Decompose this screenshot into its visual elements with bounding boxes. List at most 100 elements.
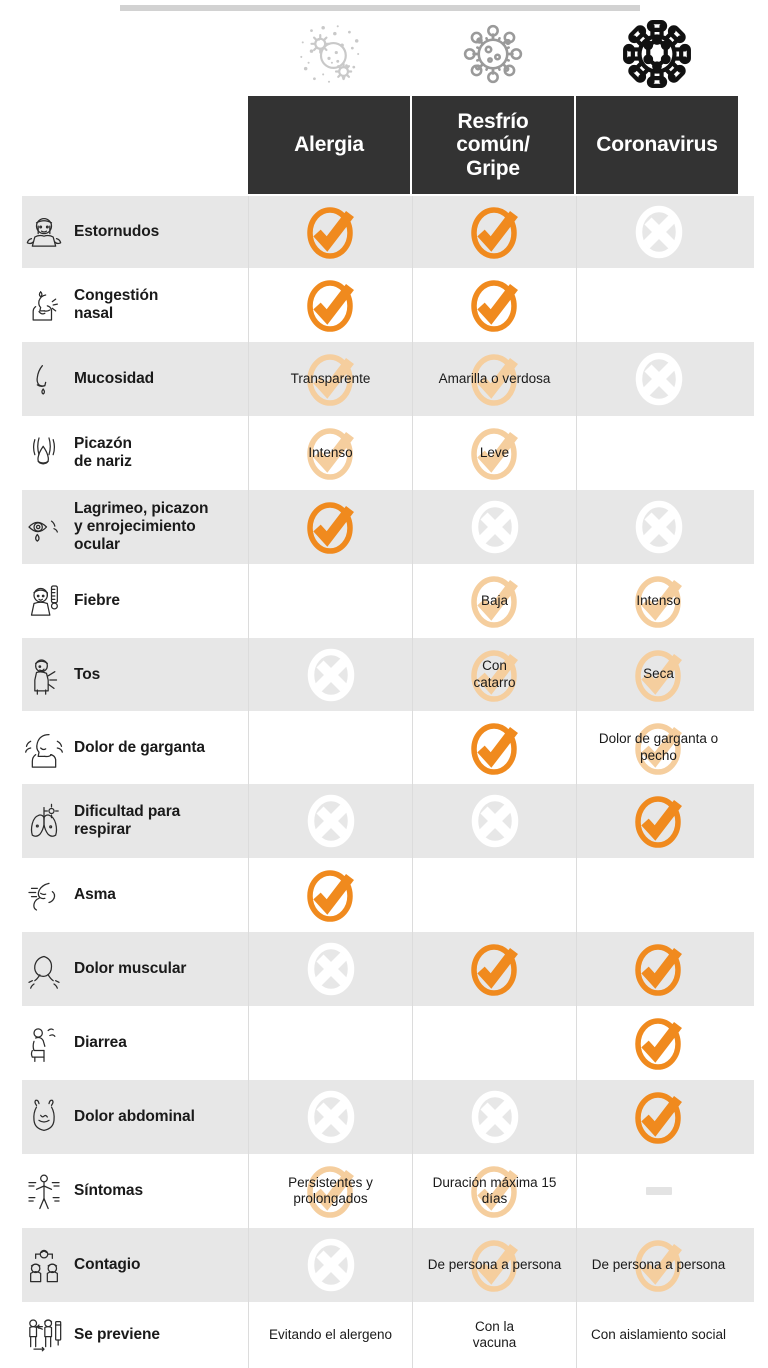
cell-resfrio: Amarilla o verdosa: [412, 342, 576, 416]
check-mark-icon: [627, 1087, 691, 1147]
cell-value-text: Persistentes y prolongados: [288, 1174, 373, 1206]
cross-mark-icon: [463, 1087, 527, 1147]
table-row: Congestión nasal: [0, 268, 768, 342]
row-label-cell: Picazón de nariz: [0, 416, 248, 490]
cell-coronavirus: [576, 858, 740, 932]
cell-coronavirus: [576, 932, 740, 1006]
row-label-text: Fiebre: [74, 592, 120, 610]
cell-coronavirus: Dolor de garganta o pecho: [576, 711, 740, 784]
cell-coronavirus: [576, 490, 740, 564]
header-label-coronavirus: Coronavirus: [576, 96, 738, 194]
cross-mark-icon: [463, 791, 527, 851]
cell-alergia: [248, 711, 412, 784]
empty-mark: Con la vacuna: [463, 1305, 527, 1365]
cell-alergia: [248, 784, 412, 858]
cell-value-text: Duración máxima 15 días: [432, 1174, 557, 1206]
table-row: Dificultad para respirar: [0, 784, 768, 858]
cell-resfrio: [412, 711, 576, 784]
row-label-cell: Asma: [0, 858, 248, 932]
check-mark-icon: Con catarro: [463, 645, 527, 705]
cell-value-text: Evitando el alergeno: [268, 1326, 393, 1342]
row-label-cell: Fiebre: [0, 564, 248, 638]
row-label-text: Picazón de nariz: [74, 435, 132, 470]
row-label-text: Dificultad para respirar: [74, 803, 181, 838]
cross-mark-icon: [627, 275, 691, 335]
prevention-vaccine-icon: [24, 1315, 64, 1355]
cell-resfrio: [412, 268, 576, 342]
row-background: [22, 342, 754, 416]
cross-mark-icon: [627, 202, 691, 262]
check-mark-icon: Intenso: [627, 571, 691, 631]
row-label-cell: Síntomas: [0, 1154, 248, 1228]
cell-resfrio: [412, 1080, 576, 1154]
cell-value-text: Con la vacuna: [472, 1318, 517, 1350]
cross-mark-icon: [463, 497, 527, 557]
contagion-people-icon: [24, 1245, 64, 1285]
check-mark-icon: Leve: [463, 423, 527, 483]
cross-mark-icon: [627, 865, 691, 925]
table-row: Contagio De persona a persona De persona a…: [0, 1228, 768, 1302]
header-label-text: Coronavirus: [596, 133, 718, 157]
cross-mark-icon: [463, 1013, 527, 1073]
table-row: Se previene Evitando el alergeno Con la va…: [0, 1302, 768, 1368]
table-row: Tos Con catarro Seca: [0, 638, 768, 711]
diarrhea-icon: [24, 1023, 64, 1063]
cell-alergia: Transparente: [248, 342, 412, 416]
cross-mark-icon: [299, 718, 363, 778]
cell-resfrio: [412, 1006, 576, 1080]
body-symptoms-icon: [24, 1171, 64, 1211]
coughing-person-icon: [24, 655, 64, 695]
cell-coronavirus: [576, 416, 740, 490]
coronavirus-icon: [576, 14, 738, 94]
row-background: [22, 932, 754, 1006]
itchy-nose-icon: [24, 433, 64, 473]
cell-coronavirus: [576, 1154, 740, 1228]
table-row: Picazón de nariz Intenso Leve: [0, 416, 768, 490]
cell-coronavirus: Seca: [576, 638, 740, 711]
table-row: Dolor muscular: [0, 932, 768, 1006]
table-row: Fiebre Baja Intenso: [0, 564, 768, 638]
row-label-text: Asma: [74, 886, 116, 904]
cell-value-text: Con catarro: [473, 658, 516, 690]
row-label-text: Mucosidad: [74, 370, 155, 388]
row-background: [22, 1228, 754, 1302]
check-mark-icon: [463, 718, 527, 778]
cell-alergia: [248, 564, 412, 638]
cell-alergia: Persistentes y prolongados: [248, 1154, 412, 1228]
row-label-cell: Diarrea: [0, 1006, 248, 1080]
check-mark-icon: [463, 202, 527, 262]
row-label-text: Estornudos: [74, 223, 160, 241]
cell-resfrio: [412, 490, 576, 564]
cross-mark-icon: [627, 497, 691, 557]
check-mark-icon: Baja: [463, 571, 527, 631]
check-mark-icon: Dolor de garganta o pecho: [579, 718, 739, 778]
header-column-coronavirus: Coronavirus: [576, 14, 738, 194]
cell-resfrio: Leve: [412, 416, 576, 490]
cell-alergia: Evitando el alergeno: [248, 1302, 412, 1368]
cell-coronavirus: [576, 1080, 740, 1154]
cell-value-text: Leve: [479, 444, 510, 460]
row-label-text: Congestión nasal: [74, 287, 159, 322]
cell-resfrio: De persona a persona: [412, 1228, 576, 1302]
header-label-text: Resfrío común/Gripe: [456, 109, 530, 180]
row-label-cell: Dificultad para respirar: [0, 784, 248, 858]
muscle-pain-icon: [24, 949, 64, 989]
cell-coronavirus: De persona a persona: [576, 1228, 740, 1302]
row-label-text: Síntomas: [74, 1182, 143, 1200]
row-background: [22, 196, 754, 268]
cell-value-text: Baja: [480, 592, 509, 608]
row-label-text: Dolor de garganta: [74, 738, 205, 756]
check-mark-icon: De persona a persona: [415, 1235, 575, 1295]
cell-alergia: [248, 196, 412, 268]
cross-mark-icon: [299, 939, 363, 999]
empty-mark: Con aislamiento social: [579, 1305, 739, 1365]
table-row: Dolor abdominal: [0, 1080, 768, 1154]
row-label-text: Diarrea: [74, 1034, 127, 1052]
cell-alergia: [248, 490, 412, 564]
cell-resfrio: [412, 196, 576, 268]
cell-value-text: De persona a persona: [591, 1256, 726, 1272]
cell-resfrio: Con catarro: [412, 638, 576, 711]
row-label-cell: Mucosidad: [0, 342, 248, 416]
cell-value-text: Intenso: [308, 444, 353, 460]
